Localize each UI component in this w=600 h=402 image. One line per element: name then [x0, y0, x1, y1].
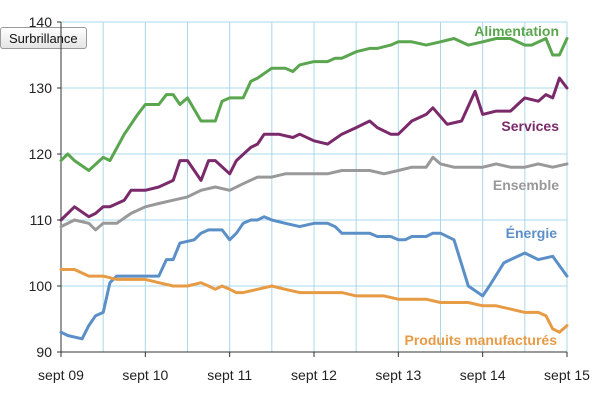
- series-labels: Alimentation Services Ensemble Énergie Produ…: [405, 23, 560, 348]
- series-label: Services: [501, 118, 559, 134]
- x-tick-label: sept 13: [375, 367, 421, 383]
- series-lines: [59, 37, 569, 341]
- x-tick-label: sept 10: [122, 367, 168, 383]
- y-tick-label: 140: [29, 14, 53, 30]
- series-label: Ensemble: [493, 177, 559, 193]
- y-tick-label: 120: [29, 146, 53, 162]
- series-line-0: [59, 37, 569, 172]
- x-tick-label: sept 14: [460, 367, 506, 383]
- x-tick-label: sept 11: [207, 367, 252, 383]
- series-line-2: [59, 155, 569, 232]
- highlight-button[interactable]: Surbrillance: [0, 27, 87, 49]
- series-label: Alimentation: [474, 23, 559, 39]
- y-tick-label: 110: [30, 212, 53, 228]
- y-tick-label: 130: [29, 80, 53, 96]
- gridlines: [60, 21, 568, 353]
- x-tick-label: sept 15: [544, 367, 590, 383]
- series-line-3: [59, 215, 569, 341]
- series-line-4: [59, 268, 569, 334]
- x-axis-ticks: sept 09 sept 10 sept 11 sept 12 sept 13 sept …: [38, 352, 590, 383]
- y-axis-ticks: 90 100 110 120 130 140: [29, 14, 61, 360]
- x-tick-label: sept 12: [291, 367, 337, 383]
- y-tick-label: 90: [36, 344, 52, 360]
- x-tick-label: sept 09: [38, 367, 84, 383]
- y-tick-label: 100: [29, 278, 53, 294]
- series-label: Énergie: [506, 225, 558, 241]
- series-line-1: [59, 76, 569, 222]
- series-label: Produits manufacturés: [405, 332, 558, 348]
